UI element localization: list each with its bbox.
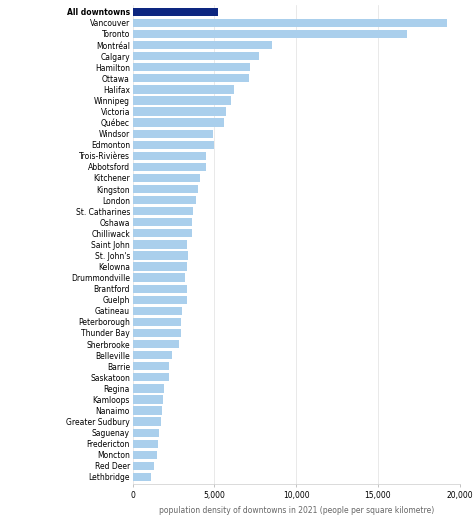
Bar: [133, 295, 187, 304]
Bar: [133, 140, 214, 149]
Bar: [133, 74, 249, 83]
Bar: [133, 174, 200, 182]
Bar: [133, 406, 162, 414]
Bar: [133, 163, 206, 171]
Bar: [133, 185, 198, 193]
Bar: [133, 362, 169, 370]
Bar: [133, 395, 163, 404]
Bar: [133, 318, 181, 326]
Bar: [133, 451, 157, 459]
Bar: [133, 8, 218, 16]
Bar: [133, 229, 191, 238]
Bar: [133, 63, 250, 71]
Bar: [133, 384, 164, 393]
Bar: [133, 96, 231, 105]
Bar: [133, 196, 197, 204]
Bar: [133, 19, 447, 27]
Bar: [133, 41, 272, 49]
Bar: [133, 30, 408, 38]
Bar: [133, 207, 193, 215]
Bar: [133, 462, 154, 470]
Bar: [133, 263, 187, 271]
Bar: [133, 284, 187, 293]
Bar: [133, 119, 224, 127]
Bar: [133, 251, 188, 259]
Bar: [133, 351, 172, 359]
Bar: [133, 152, 206, 160]
Bar: [133, 340, 179, 348]
Bar: [133, 428, 159, 437]
Bar: [133, 329, 181, 337]
Bar: [133, 107, 226, 115]
Bar: [133, 473, 151, 481]
Bar: [133, 52, 259, 60]
Bar: [133, 307, 182, 315]
X-axis label: population density of downtowns in 2021 (people per square kilometre): population density of downtowns in 2021 …: [159, 506, 434, 515]
Bar: [133, 418, 161, 426]
Bar: [133, 240, 187, 249]
Bar: [133, 85, 234, 94]
Bar: [133, 274, 185, 282]
Bar: [133, 373, 169, 382]
Bar: [133, 129, 213, 138]
Bar: [133, 218, 191, 226]
Bar: [133, 439, 158, 448]
